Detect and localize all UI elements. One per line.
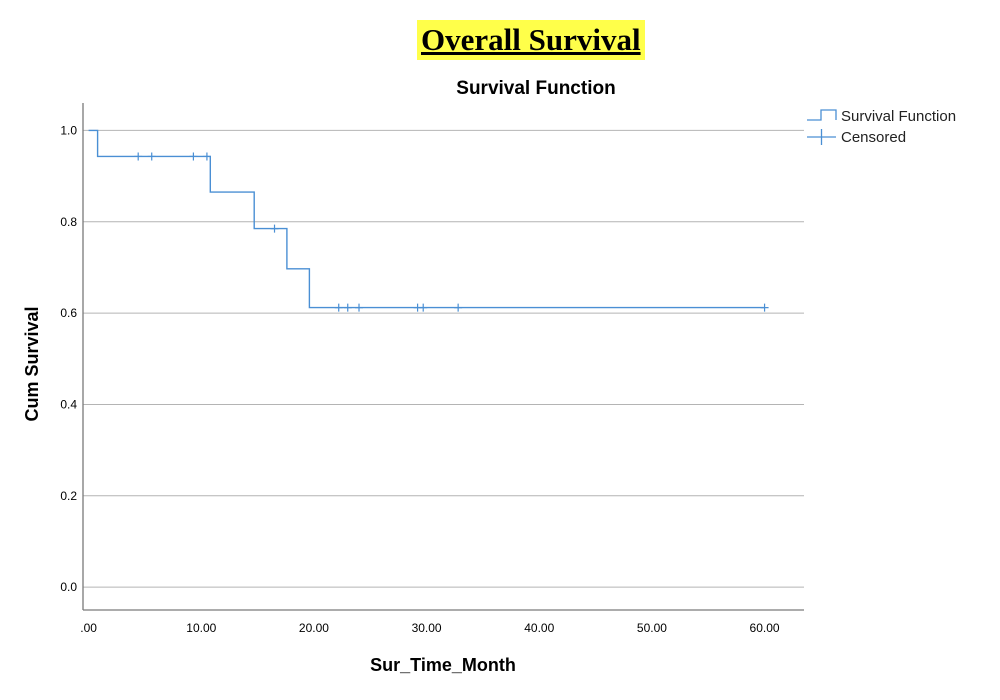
censored-marker xyxy=(355,303,364,312)
legend-censored-icon xyxy=(807,129,836,145)
grid-layer xyxy=(83,129,804,588)
legend: Survival Function Censored xyxy=(807,108,956,146)
legend-step-icon xyxy=(807,109,837,121)
legend-label-survival-function: Survival Function xyxy=(841,108,956,125)
x-tick-label: 30.00 xyxy=(412,621,442,635)
y-tick-label: 0.4 xyxy=(60,397,77,411)
y-tick-label: 1.0 xyxy=(60,123,77,137)
censored-marker xyxy=(419,303,428,312)
page-heading: Overall Survival xyxy=(417,20,645,60)
censored-marker xyxy=(454,303,463,312)
x-tick-label: .00 xyxy=(80,621,97,635)
x-tick-label: 10.00 xyxy=(186,621,216,635)
x-tick-label: 50.00 xyxy=(637,621,667,635)
x-tick-label: 60.00 xyxy=(750,621,780,635)
censored-marker xyxy=(147,152,156,161)
y-tick-label: 0.8 xyxy=(60,215,77,229)
legend-label-censored: Censored xyxy=(841,129,906,146)
series-layer xyxy=(88,129,769,312)
censored-marker xyxy=(134,152,143,161)
chart-title: Survival Function xyxy=(456,78,615,99)
tick-layer: 0.0 0.2 0.4 0.6 0.8 1.0 .00 10.00 20.00 30.00 40.0… xyxy=(60,123,780,635)
survival-function-line xyxy=(88,129,765,309)
y-tick-label: 0.2 xyxy=(60,489,77,503)
x-axis-title: Sur_Time_Month xyxy=(370,655,516,675)
censored-marker xyxy=(189,152,198,161)
x-tick-label: 40.00 xyxy=(524,621,554,635)
censored-marker xyxy=(270,224,279,233)
y-tick-label: 0.6 xyxy=(60,306,77,320)
censored-marker xyxy=(343,303,352,312)
censored-marker xyxy=(202,152,211,161)
x-tick-label: 20.00 xyxy=(299,621,329,635)
y-tick-label: 0.0 xyxy=(60,580,77,594)
axis-layer xyxy=(82,103,804,611)
y-axis-title: Cum Survival xyxy=(22,306,42,421)
censored-marker xyxy=(334,303,343,312)
censored-marker xyxy=(760,303,769,312)
